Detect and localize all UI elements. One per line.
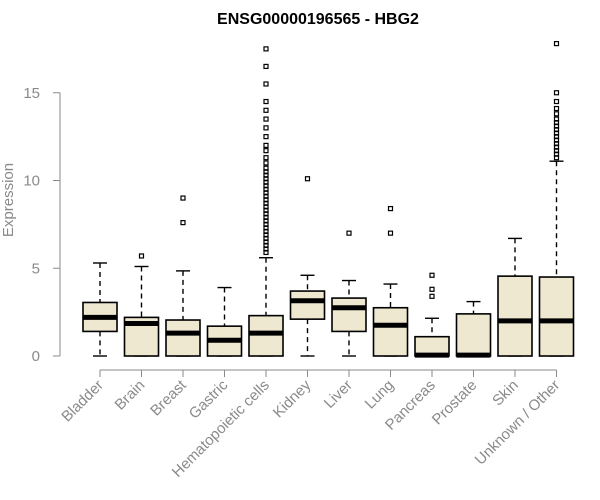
outlier-point xyxy=(429,272,435,278)
x-tick-label: Breast xyxy=(147,376,190,419)
x-tick-label: Bladder xyxy=(58,377,107,426)
y-tick-label-0: 0 xyxy=(32,348,40,365)
outlier-point xyxy=(553,111,560,117)
iqr-box xyxy=(538,276,575,357)
box-bladder xyxy=(82,262,118,357)
box-hematopoietic-cells xyxy=(248,46,284,357)
y-axis-label: Expression xyxy=(0,163,17,237)
outlier-point xyxy=(553,98,560,105)
chart-title: ENSG00000196565 - HBG2 xyxy=(217,11,419,28)
outlier-point xyxy=(263,125,269,131)
outlier-point xyxy=(263,160,269,166)
iqr-box xyxy=(497,275,533,357)
x-tick-label: Liver xyxy=(321,377,356,412)
outlier-point xyxy=(553,41,560,47)
outlier-point xyxy=(138,253,145,259)
outlier-point xyxy=(180,195,186,201)
box-pancreas xyxy=(414,272,450,358)
iqr-box xyxy=(289,290,326,320)
iqr-box xyxy=(455,313,492,357)
outlier-point xyxy=(263,134,269,140)
x-tick-label: Prostate xyxy=(429,377,481,429)
outlier-point xyxy=(263,155,269,161)
y-tick-label-5: 5 xyxy=(32,260,40,277)
outlier-point xyxy=(263,142,269,148)
outlier-point xyxy=(553,90,560,96)
x-tick-label: Lung xyxy=(362,377,398,413)
box-prostate xyxy=(455,300,492,358)
iqr-box xyxy=(165,319,201,357)
outlier-point xyxy=(553,116,560,122)
outlier-point xyxy=(263,107,269,113)
outlier-point xyxy=(263,63,269,70)
box-unknown-other xyxy=(538,41,575,357)
outlier-point xyxy=(304,176,311,182)
x-tick-label: Brain xyxy=(112,377,149,414)
boxes-layer xyxy=(82,41,575,358)
box-lung xyxy=(372,205,409,357)
iqr-box xyxy=(331,297,367,333)
outlier-point xyxy=(263,165,269,171)
box-skin xyxy=(497,237,533,357)
outlier-point xyxy=(263,46,269,52)
outlier-point xyxy=(346,230,352,236)
y-tick-label-10: 10 xyxy=(23,173,40,190)
outlier-point xyxy=(429,293,435,299)
outlier-point xyxy=(263,116,269,122)
box-liver xyxy=(331,230,367,357)
outlier-point xyxy=(263,81,269,87)
box-breast xyxy=(165,195,201,357)
x-tick-label: Skin xyxy=(489,377,522,410)
outlier-point xyxy=(429,286,435,292)
outlier-point xyxy=(263,148,269,154)
outlier-point xyxy=(553,105,560,112)
outlier-point xyxy=(387,230,394,236)
outlier-point xyxy=(263,98,269,105)
box-kidney xyxy=(289,176,326,357)
iqr-box xyxy=(372,306,409,357)
outlier-point xyxy=(387,205,394,212)
outlier-point xyxy=(180,220,186,226)
iqr-box xyxy=(248,314,284,357)
y-axis: 0 5 10 15 xyxy=(23,85,557,377)
y-tick-label-15: 15 xyxy=(23,85,40,102)
box-brain xyxy=(123,253,160,357)
x-tick-label: Kidney xyxy=(270,376,315,421)
box-gastric xyxy=(206,286,243,357)
